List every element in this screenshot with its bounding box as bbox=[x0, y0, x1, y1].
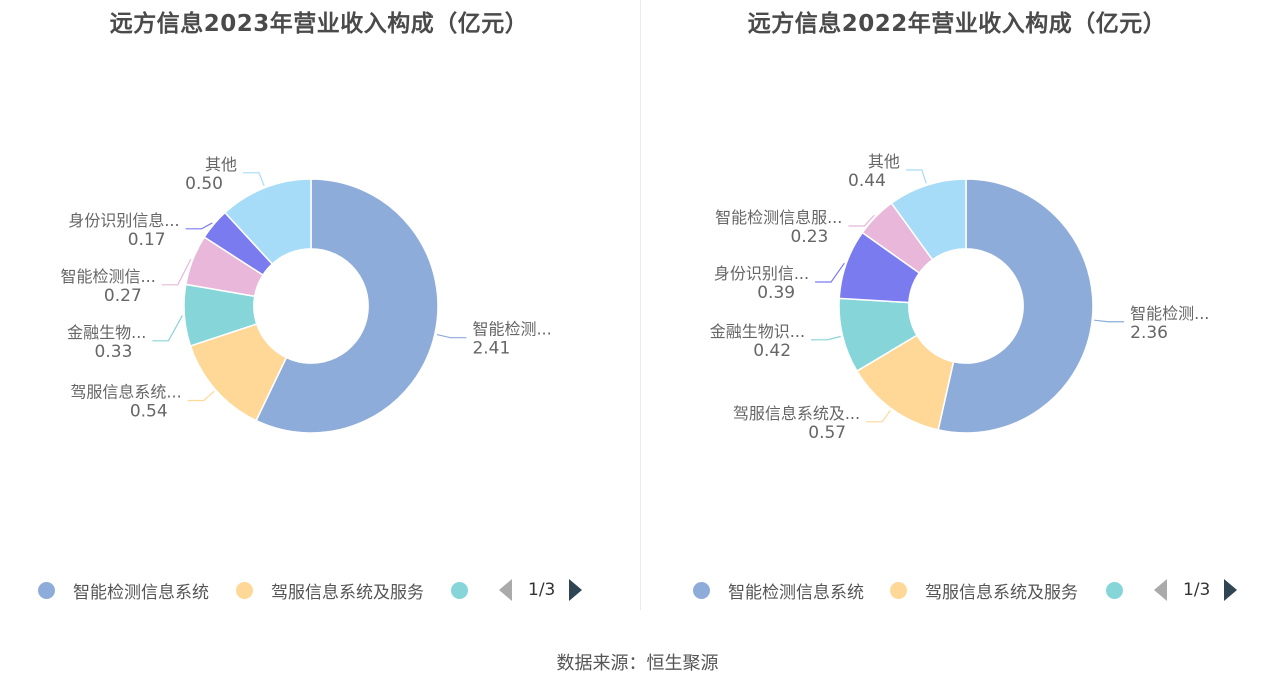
prev-page-icon[interactable] bbox=[499, 579, 512, 601]
slice-label: 智能检测信... bbox=[61, 267, 156, 286]
legend-item[interactable]: 驾服信息系统及服务 bbox=[236, 576, 424, 604]
label-leader-line bbox=[1094, 319, 1125, 323]
slice-value-label: 2.36 bbox=[1130, 323, 1168, 343]
label-leader-line bbox=[436, 333, 467, 339]
slice-value-label: 0.42 bbox=[753, 341, 791, 361]
chart-panel-2022: 远方信息2022年营业收入构成（亿元） 智能检测... 2.36 其他 0.44 智能检… bbox=[638, 0, 1275, 612]
legend-item[interactable] bbox=[1106, 576, 1123, 604]
slice-label: 智能检测信息服... bbox=[715, 208, 842, 227]
data-source: 数据来源：恒生聚源 bbox=[556, 653, 719, 674]
legend-label: 智能检测信息系统 bbox=[73, 582, 209, 603]
legend-page-indicator: 1/3 bbox=[1183, 580, 1211, 600]
slice-value-label: 0.27 bbox=[104, 286, 142, 306]
label-leader-line bbox=[152, 315, 183, 342]
donut-chart: 智能检测...2.41其他0.50身份识别信息...0.17智能检测信...0.… bbox=[61, 155, 552, 434]
slice-label: 金融生物... bbox=[67, 323, 146, 342]
slice-value-label: 0.33 bbox=[95, 342, 133, 362]
pie-slice[interactable] bbox=[937, 178, 1094, 434]
slice-label: 智能检测... bbox=[472, 320, 551, 339]
slice-value-label: 0.23 bbox=[790, 227, 828, 247]
legend-label: 驾服信息系统及服务 bbox=[271, 582, 424, 603]
slice-label: 金融生物识... bbox=[710, 322, 805, 341]
label-leader-line bbox=[161, 258, 192, 286]
slice-label: 驾服信息系统... bbox=[70, 383, 181, 402]
legend-marker bbox=[451, 581, 468, 599]
legend-label: 驾服信息系统及服务 bbox=[925, 582, 1078, 603]
panel-divider bbox=[640, 0, 641, 610]
label-leader-line bbox=[848, 214, 875, 227]
legend-item[interactable] bbox=[451, 576, 468, 604]
pie-slice[interactable] bbox=[223, 178, 312, 266]
slice-label: 驾服信息系统及... bbox=[733, 404, 860, 423]
chart-title: 远方信息2023年营业收入构成（亿元） bbox=[109, 11, 529, 37]
legend: 智能检测信息系统 驾服信息系统及服务 1/3 bbox=[0, 576, 638, 606]
legend-pager: 1/3 bbox=[499, 576, 583, 604]
legend-marker bbox=[236, 581, 253, 599]
label-leader-line bbox=[242, 172, 265, 187]
next-page-icon[interactable] bbox=[1224, 579, 1238, 601]
legend-item[interactable]: 驾服信息系统及服务 bbox=[890, 576, 1078, 604]
prev-page-icon[interactable] bbox=[1154, 579, 1167, 601]
slice-value-label: 0.50 bbox=[185, 174, 223, 194]
slice-value-label: 0.39 bbox=[757, 283, 795, 303]
pie-slice[interactable] bbox=[890, 178, 967, 261]
legend-marker bbox=[38, 581, 55, 599]
legend-item[interactable]: 智能检测信息系统 bbox=[38, 576, 209, 604]
label-leader-line bbox=[905, 169, 927, 184]
next-page-icon[interactable] bbox=[569, 579, 583, 601]
legend: 智能检测信息系统 驾服信息系统及服务 1/3 bbox=[638, 576, 1275, 606]
slice-value-label: 0.57 bbox=[808, 423, 846, 443]
donut-chart: 智能检测...2.36其他0.44智能检测信息服...0.23身份识别信...0… bbox=[710, 152, 1210, 443]
label-leader-line bbox=[866, 410, 891, 423]
legend-marker bbox=[890, 581, 907, 599]
label-leader-line bbox=[811, 335, 841, 341]
slice-value-label: 0.17 bbox=[128, 230, 166, 250]
label-leader-line bbox=[815, 262, 845, 283]
legend-pager: 1/3 bbox=[1154, 576, 1238, 604]
slice-label: 其他 bbox=[205, 155, 237, 174]
legend-marker bbox=[1106, 581, 1123, 599]
label-leader-line bbox=[187, 390, 215, 402]
chart-title: 远方信息2022年营业收入构成（亿元） bbox=[747, 11, 1167, 37]
slice-label: 身份识别信... bbox=[714, 264, 809, 283]
chart-panel-2023: 远方信息2023年营业收入构成（亿元） 智能检测... 2.41 其他 0.50 身份识… bbox=[0, 0, 638, 612]
slice-value-label: 0.44 bbox=[848, 171, 886, 191]
legend-item[interactable]: 智能检测信息系统 bbox=[693, 576, 864, 604]
pie-slice[interactable] bbox=[255, 178, 439, 434]
slice-label: 智能检测... bbox=[1130, 304, 1209, 323]
slice-label: 其他 bbox=[868, 152, 900, 171]
slice-value-label: 2.41 bbox=[472, 339, 510, 359]
legend-page-indicator: 1/3 bbox=[528, 580, 556, 600]
slice-value-label: 0.54 bbox=[130, 402, 168, 422]
legend-marker bbox=[693, 581, 710, 599]
slice-label: 身份识别信息... bbox=[68, 211, 179, 230]
label-leader-line bbox=[185, 222, 213, 230]
legend-label: 智能检测信息系统 bbox=[728, 582, 864, 603]
